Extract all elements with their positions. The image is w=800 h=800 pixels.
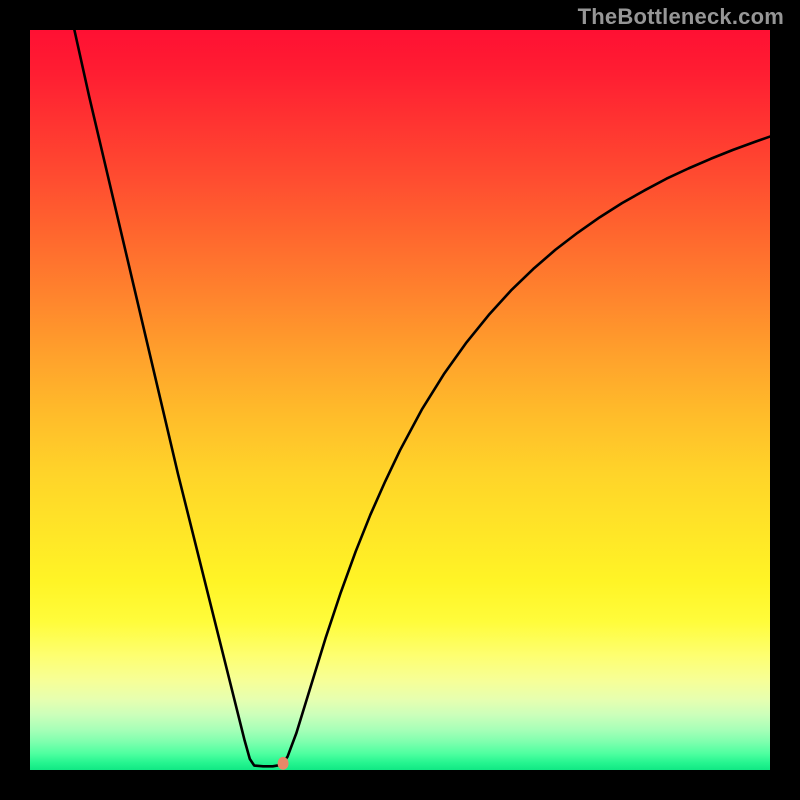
chart-frame: { "watermark": { "text": "TheBottleneck.… — [0, 0, 800, 800]
bottleneck-chart — [0, 0, 800, 800]
optimal-marker — [278, 757, 289, 770]
gradient-background — [30, 30, 770, 770]
